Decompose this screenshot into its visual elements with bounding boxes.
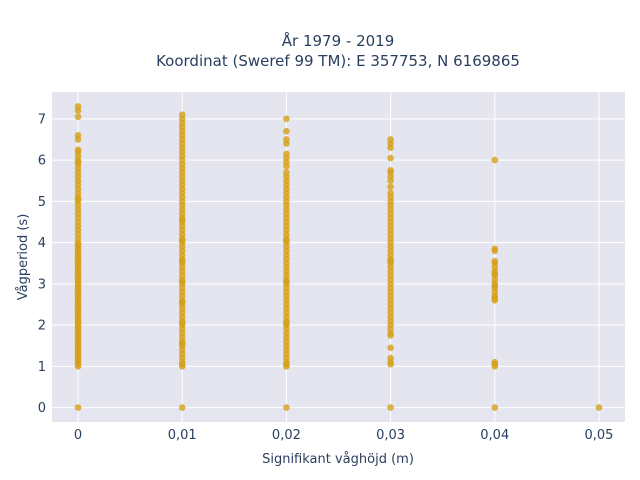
x-tick-labels: 0 0,01 0,02 0,03 0,04 0,05 (74, 428, 614, 443)
chart-subtitle: Koordinat (Sweref 99 TM): E 357753, N 61… (156, 52, 520, 70)
grid-lines (52, 92, 625, 422)
data-point (178, 319, 186, 327)
x-tick-label-0: 0 (74, 428, 82, 443)
data-point (283, 169, 290, 176)
data-point (178, 111, 186, 118)
chart-title: År 1979 - 2019 (282, 31, 395, 50)
data-point (74, 241, 82, 248)
data-point (491, 404, 499, 411)
x-tick-label-4: 0,04 (480, 428, 509, 443)
data-point (491, 156, 499, 164)
data-point (283, 115, 290, 123)
data-point (283, 319, 290, 327)
data-point (74, 158, 82, 166)
data-point (178, 404, 186, 411)
data-point (178, 299, 186, 306)
data-point (387, 404, 394, 411)
data-points (74, 103, 603, 411)
data-point (387, 136, 394, 143)
data-point (595, 404, 603, 411)
data-point (387, 189, 394, 197)
data-point (283, 136, 290, 143)
data-point (283, 150, 290, 158)
data-point (283, 127, 290, 135)
y-tick-label-2: 2 (38, 319, 46, 334)
data-point (387, 183, 394, 191)
data-point (387, 257, 394, 265)
data-point (387, 167, 394, 174)
data-point (74, 113, 82, 121)
y-tick-label-3: 3 (38, 277, 46, 292)
data-point (491, 282, 499, 290)
data-point (178, 237, 186, 244)
plot-area (52, 92, 625, 422)
data-point (387, 344, 394, 352)
data-point (283, 404, 290, 411)
data-point (74, 404, 82, 411)
y-tick-label-4: 4 (38, 236, 46, 251)
y-tick-label-6: 6 (38, 154, 46, 169)
data-point (491, 245, 499, 253)
data-point (74, 103, 82, 110)
y-tick-label-5: 5 (38, 195, 46, 210)
y-tick-label-1: 1 (38, 360, 46, 375)
data-point (74, 132, 82, 139)
data-point (178, 340, 186, 347)
x-tick-label-3: 0,03 (376, 428, 405, 443)
x-tick-label-5: 0,05 (584, 428, 613, 443)
x-tick-label-1: 0,01 (168, 428, 197, 443)
data-point (491, 257, 499, 265)
data-point (74, 195, 82, 203)
y-tick-label-7: 7 (38, 112, 46, 127)
data-point (178, 278, 186, 286)
data-point (283, 360, 290, 368)
data-point (74, 146, 82, 154)
data-point (387, 354, 394, 362)
data-point (387, 154, 394, 162)
data-point (491, 358, 499, 366)
data-point (491, 270, 499, 277)
data-point (283, 237, 290, 244)
y-tick-label-0: 0 (38, 401, 46, 416)
data-point (178, 216, 186, 224)
x-axis-label: Signifikant våghöjd (m) (262, 452, 414, 467)
data-point (178, 360, 186, 368)
x-tick-label-2: 0,02 (272, 428, 301, 443)
y-tick-labels: 0 1 2 3 4 5 6 7 (38, 112, 46, 416)
y-axis-label: Vågperiod (s) (16, 214, 31, 301)
data-point (491, 294, 499, 302)
data-point (283, 278, 290, 286)
data-point (178, 257, 186, 265)
